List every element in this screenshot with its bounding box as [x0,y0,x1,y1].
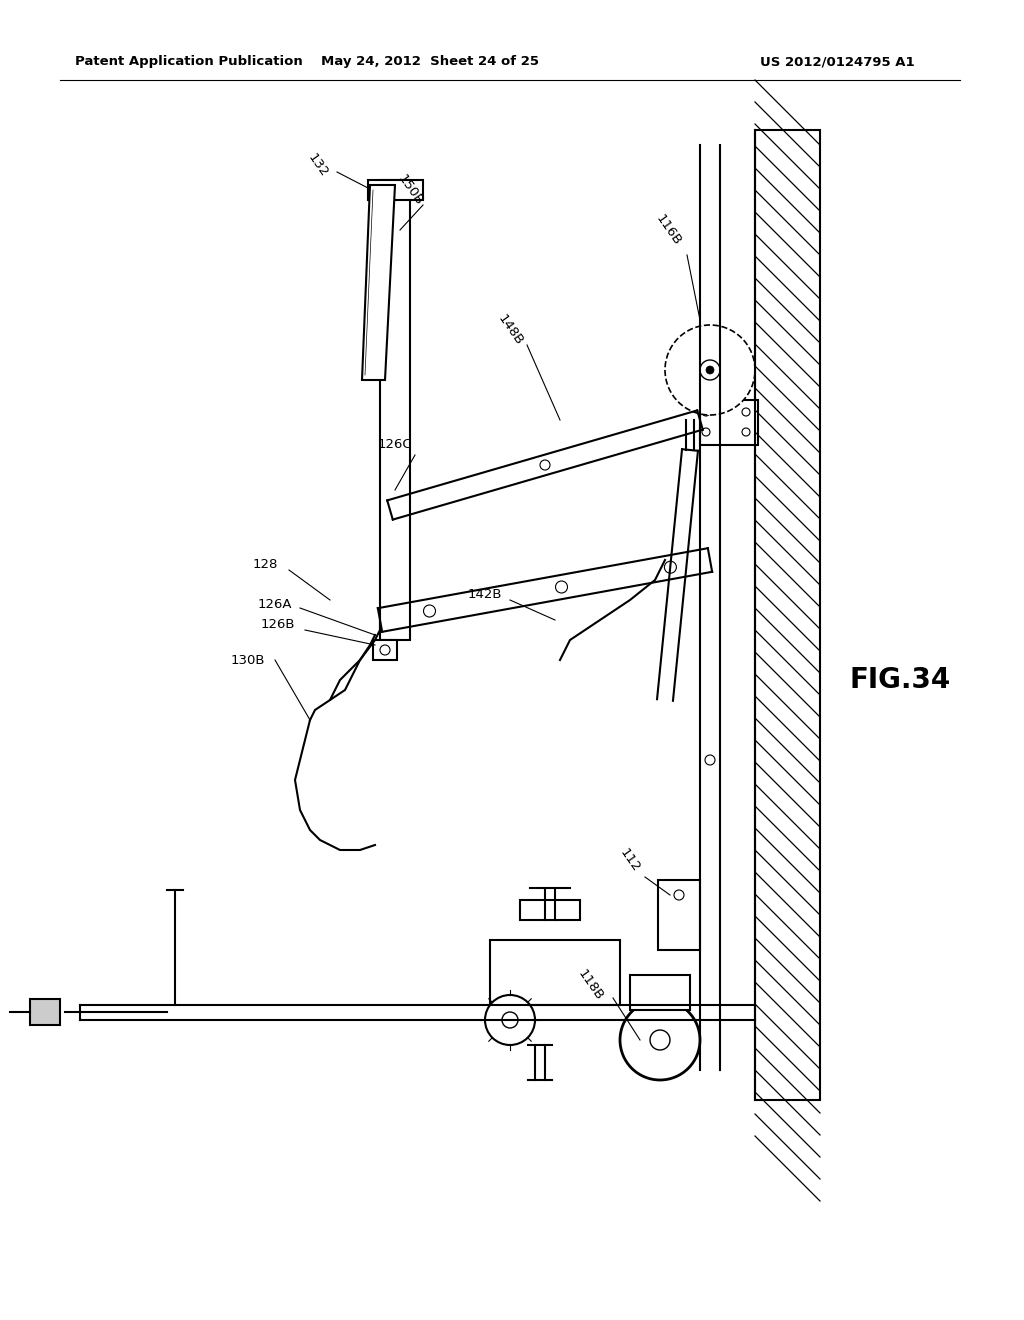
Circle shape [555,581,567,593]
Text: 112: 112 [617,846,643,874]
Circle shape [502,1012,518,1028]
Text: 126A: 126A [258,598,292,611]
Text: US 2012/0124795 A1: US 2012/0124795 A1 [760,55,914,69]
Text: 126C: 126C [378,438,413,451]
Bar [373,640,397,660]
Bar [380,180,410,640]
Bar [700,400,758,445]
Circle shape [620,1001,700,1080]
Text: 130B: 130B [230,653,265,667]
Text: Patent Application Publication: Patent Application Publication [75,55,303,69]
Circle shape [742,428,750,436]
Bar [658,880,700,950]
Text: 116B: 116B [652,213,683,248]
Circle shape [665,561,677,573]
Circle shape [665,325,755,414]
Text: 118B: 118B [574,968,605,1003]
Bar [490,940,620,1005]
Circle shape [540,459,550,470]
Circle shape [702,428,710,436]
Circle shape [700,360,720,380]
Circle shape [702,408,710,416]
Bar [755,129,820,1100]
Circle shape [424,605,435,616]
Circle shape [706,366,714,374]
Circle shape [485,995,535,1045]
Bar [30,999,60,1026]
Text: 150B: 150B [395,172,425,207]
Circle shape [650,1030,670,1049]
Text: 128: 128 [252,558,278,572]
Text: 142B: 142B [468,589,502,602]
Text: May 24, 2012  Sheet 24 of 25: May 24, 2012 Sheet 24 of 25 [321,55,539,69]
Circle shape [380,645,390,655]
Text: 148B: 148B [495,313,525,347]
Bar [368,180,423,201]
Text: 126B: 126B [261,619,295,631]
Polygon shape [362,185,395,380]
Bar [630,975,690,1010]
Text: 132: 132 [305,150,331,180]
Bar [520,900,580,920]
Circle shape [742,408,750,416]
Text: FIG.34: FIG.34 [849,667,950,694]
